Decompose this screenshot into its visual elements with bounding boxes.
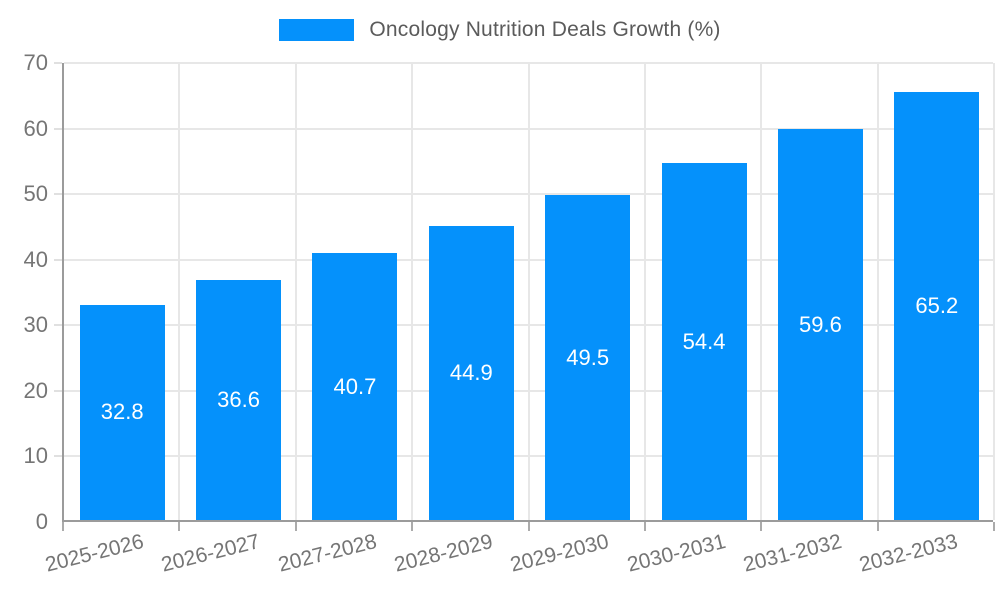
legend-label: Oncology Nutrition Deals Growth (%) bbox=[369, 18, 721, 41]
x-tick-mark bbox=[993, 522, 995, 531]
bar-value-label: 32.8 bbox=[100, 399, 144, 425]
plot-area: 0 10 20 30 40 50 60 70 32.8 36.6 40.7 44.9 49.5 54.4 5… bbox=[24, 50, 995, 577]
bar-2032-2033: 65.2 bbox=[894, 92, 980, 520]
y-axis-tick-label: 20 bbox=[23, 377, 48, 403]
x-tick-mark bbox=[876, 522, 879, 531]
y-tick-mark bbox=[54, 258, 62, 261]
gridline-vertical bbox=[294, 63, 297, 520]
y-tick-mark bbox=[54, 324, 62, 327]
bar-value-label: 59.6 bbox=[799, 311, 842, 337]
y-axis-tick-label: 40 bbox=[23, 246, 48, 272]
gridline-vertical bbox=[178, 63, 181, 520]
gridline-vertical bbox=[993, 63, 995, 520]
gridline-vertical bbox=[527, 63, 530, 520]
x-tick-mark bbox=[527, 522, 530, 531]
y-axis-tick-label: 0 bbox=[35, 509, 48, 534]
x-tick-mark bbox=[760, 522, 763, 531]
gridline-vertical bbox=[876, 63, 879, 520]
legend-swatch bbox=[279, 19, 355, 41]
bar-2027-2028: 40.7 bbox=[312, 253, 398, 520]
gridline-vertical bbox=[643, 63, 646, 520]
bar-value-label: 54.4 bbox=[682, 328, 726, 354]
y-axis-tick-label: 10 bbox=[23, 443, 48, 469]
y-tick-mark bbox=[54, 389, 62, 392]
bar-2028-2029: 44.9 bbox=[428, 225, 514, 520]
x-tick-mark bbox=[62, 522, 64, 531]
bar-2025-2026: 32.8 bbox=[79, 304, 165, 520]
bar-2026-2027: 36.6 bbox=[196, 280, 282, 520]
y-tick-mark bbox=[54, 455, 62, 458]
y-axis-tick-label: 30 bbox=[23, 312, 48, 338]
bar-2029-2030: 49.5 bbox=[545, 195, 631, 520]
x-tick-mark bbox=[178, 522, 181, 531]
y-axis-tick-label: 50 bbox=[23, 181, 48, 207]
x-tick-mark bbox=[643, 522, 646, 531]
y-tick-mark bbox=[54, 127, 62, 130]
bar-value-label: 40.7 bbox=[333, 373, 377, 399]
x-tick-mark bbox=[294, 522, 297, 531]
y-tick-mark bbox=[54, 193, 62, 196]
gridline-vertical bbox=[760, 63, 763, 520]
y-axis-tick-label: 60 bbox=[23, 115, 48, 141]
y-tick-mark bbox=[54, 62, 62, 64]
x-tick-mark bbox=[411, 522, 414, 531]
legend-item[interactable]: Oncology Nutrition Deals Growth (%) bbox=[0, 18, 1000, 42]
y-axis-tick-label: 70 bbox=[23, 50, 48, 75]
bar-value-label: 65.2 bbox=[915, 293, 959, 319]
gridline-vertical bbox=[411, 63, 414, 520]
bar-value-label: 49.5 bbox=[566, 344, 610, 370]
bar-2031-2032: 59.6 bbox=[777, 129, 863, 520]
bar-2030-2031: 54.4 bbox=[661, 163, 747, 520]
bar-value-label: 36.6 bbox=[217, 387, 260, 412]
bar-value-label: 44.9 bbox=[449, 359, 493, 385]
